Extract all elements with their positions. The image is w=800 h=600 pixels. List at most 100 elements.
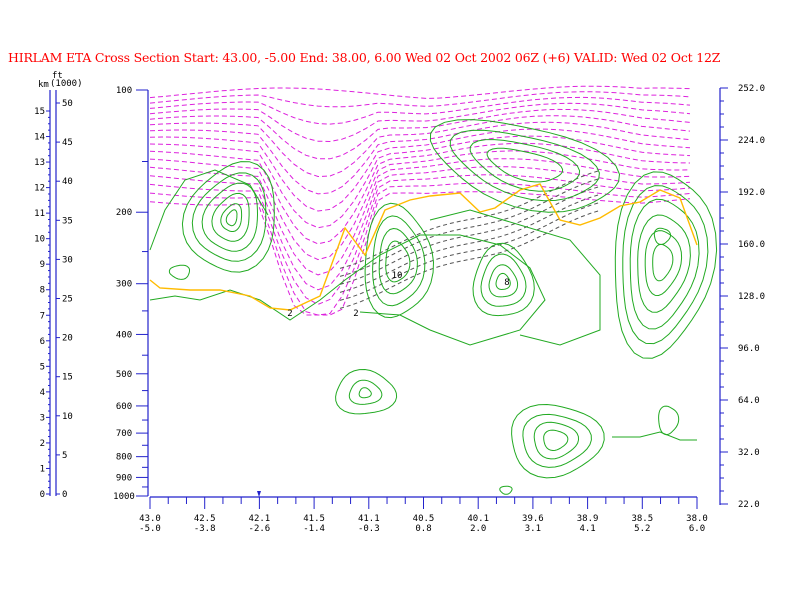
x-lon-label: -0.3 [358, 524, 380, 534]
ft-tick-label: 20 [62, 334, 73, 344]
isotach-contour [533, 421, 579, 460]
ft-tick-label: 30 [62, 255, 73, 265]
contour-label: 10 [392, 271, 403, 281]
jet-core-dashed-line [339, 185, 601, 285]
isotach-contour [358, 387, 372, 399]
km-tick-label: 10 [34, 235, 45, 245]
pressure-tick-label: 100 [116, 86, 132, 96]
ft-tick-label: 45 [62, 138, 73, 148]
pressure-tick-label: 300 [116, 280, 132, 290]
isotach-contour [181, 161, 275, 273]
contour-label: 2 [287, 309, 292, 319]
isotach-contour [612, 431, 697, 441]
temperature-dashed-line [149, 128, 691, 212]
right-tick-label: 32.0 [738, 448, 760, 458]
pressure-tick-label: 900 [116, 473, 132, 483]
isotach-contour [658, 405, 680, 436]
km-tick-label: 3 [40, 413, 45, 423]
temperature-dashed-line [149, 115, 691, 178]
km-tick-label: 4 [40, 388, 45, 398]
isotach-contour [429, 209, 601, 346]
isotach-contour [469, 139, 581, 192]
temperature-dashed-line [149, 135, 691, 229]
x-lon-label: 4.1 [579, 524, 595, 534]
chart-title: HIRLAM ETA Cross Section Start: 43.00, -… [8, 50, 721, 65]
isotach-contour [149, 234, 546, 346]
isotach-contour [653, 227, 671, 246]
isotach-contour [364, 202, 434, 319]
isotach-contour [480, 253, 527, 307]
temperature-dashed-line [149, 191, 691, 316]
km-tick-label: 0 [40, 490, 45, 500]
x-lon-label: -1.4 [303, 524, 325, 534]
temperature-dashed-line [149, 174, 691, 305]
isotach-contour [488, 264, 519, 298]
km-tick-label: 2 [40, 439, 45, 449]
isotach-contour [644, 230, 683, 297]
ft-tick-label: 50 [62, 99, 73, 109]
isotach-contour [499, 485, 513, 495]
tropopause-line [149, 183, 698, 311]
x-position-marker [257, 491, 261, 497]
right-axis: 252.0 224.0 192.0 160.0 128.0 96.0 64.0 32.0 22.… [719, 84, 765, 510]
x-lon-label: 6.0 [689, 524, 705, 534]
x-lon-label: -3.8 [194, 524, 216, 534]
isotach-contour [543, 429, 569, 452]
km-tick-label: 15 [34, 107, 45, 117]
isotach-contour [629, 198, 700, 330]
temperature-dashed-line [149, 102, 691, 143]
x-lat-label: 43.0 [139, 514, 161, 524]
km-axis-label: km [38, 80, 49, 90]
km-tick-label: 5 [40, 362, 45, 372]
contour-label: 8 [504, 278, 509, 288]
temperature-dashed-line [149, 91, 691, 108]
isotach-contour [495, 272, 511, 291]
ft-tick-label: 25 [62, 295, 73, 305]
isotach-contour [511, 403, 605, 479]
temperature-dashed-line [149, 150, 691, 261]
right-tick-label: 160.0 [738, 240, 765, 250]
x-lon-label: 3.1 [525, 524, 541, 534]
isotach-contour [622, 185, 709, 345]
pressure-tick-label: 500 [116, 370, 132, 380]
jet-core-dashed-line [339, 209, 601, 309]
right-tick-label: 128.0 [738, 292, 765, 302]
isotach-contour [378, 227, 418, 295]
x-lon-label: 0.8 [415, 524, 431, 534]
pressure-tick-label: 600 [116, 402, 132, 412]
km-tick-label: 13 [34, 158, 45, 168]
km-tick-label: 8 [40, 286, 45, 296]
x-lon-label: 5.2 [634, 524, 650, 534]
x-lat-label: 41.5 [303, 514, 325, 524]
isotach-contour [225, 209, 238, 227]
x-lat-label: 42.5 [194, 514, 216, 524]
km-tick-label: 14 [34, 133, 45, 143]
right-tick-label: 22.0 [738, 500, 760, 510]
isotach-contour [168, 264, 190, 280]
pressure-tick-label: 200 [116, 208, 132, 218]
ft-tick-label: 15 [62, 373, 73, 383]
pressure-axis: 100 200 300 400 500 600 700 800 900 1000 [113, 86, 149, 502]
x-lat-label: 40.1 [467, 514, 489, 524]
isotach-contour [637, 214, 691, 313]
km-tick-label: 6 [40, 337, 45, 347]
contour-field: 2 2 10 8 [149, 85, 718, 495]
x-lon-label: -2.6 [249, 524, 271, 534]
temperature-dashed-line [149, 96, 691, 125]
temperature-dashed-line [149, 182, 691, 316]
x-lat-label: 38.5 [631, 514, 653, 524]
ft-tick-label: 0 [62, 490, 67, 500]
temperature-dashed-line [149, 142, 691, 245]
km-tick-label: 11 [34, 209, 45, 219]
x-lon-label: -5.0 [139, 524, 161, 534]
pressure-tick-label: 800 [116, 453, 132, 463]
jet-core-dashed-line [339, 201, 601, 301]
x-axis: 43.0-5.0 42.5-3.8 42.1-2.6 41.5-1.4 41.1-0.3… [139, 491, 708, 534]
isotach-contour [449, 129, 600, 202]
km-tick-label: 7 [40, 311, 45, 321]
temperature-dashed-line [149, 85, 691, 99]
x-lon-label: 2.0 [470, 524, 486, 534]
x-lat-label: 41.1 [358, 514, 380, 524]
jet-core-dashed-line [339, 169, 601, 269]
